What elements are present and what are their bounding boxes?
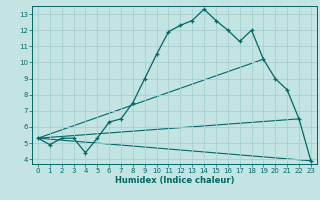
X-axis label: Humidex (Indice chaleur): Humidex (Indice chaleur) <box>115 176 234 185</box>
